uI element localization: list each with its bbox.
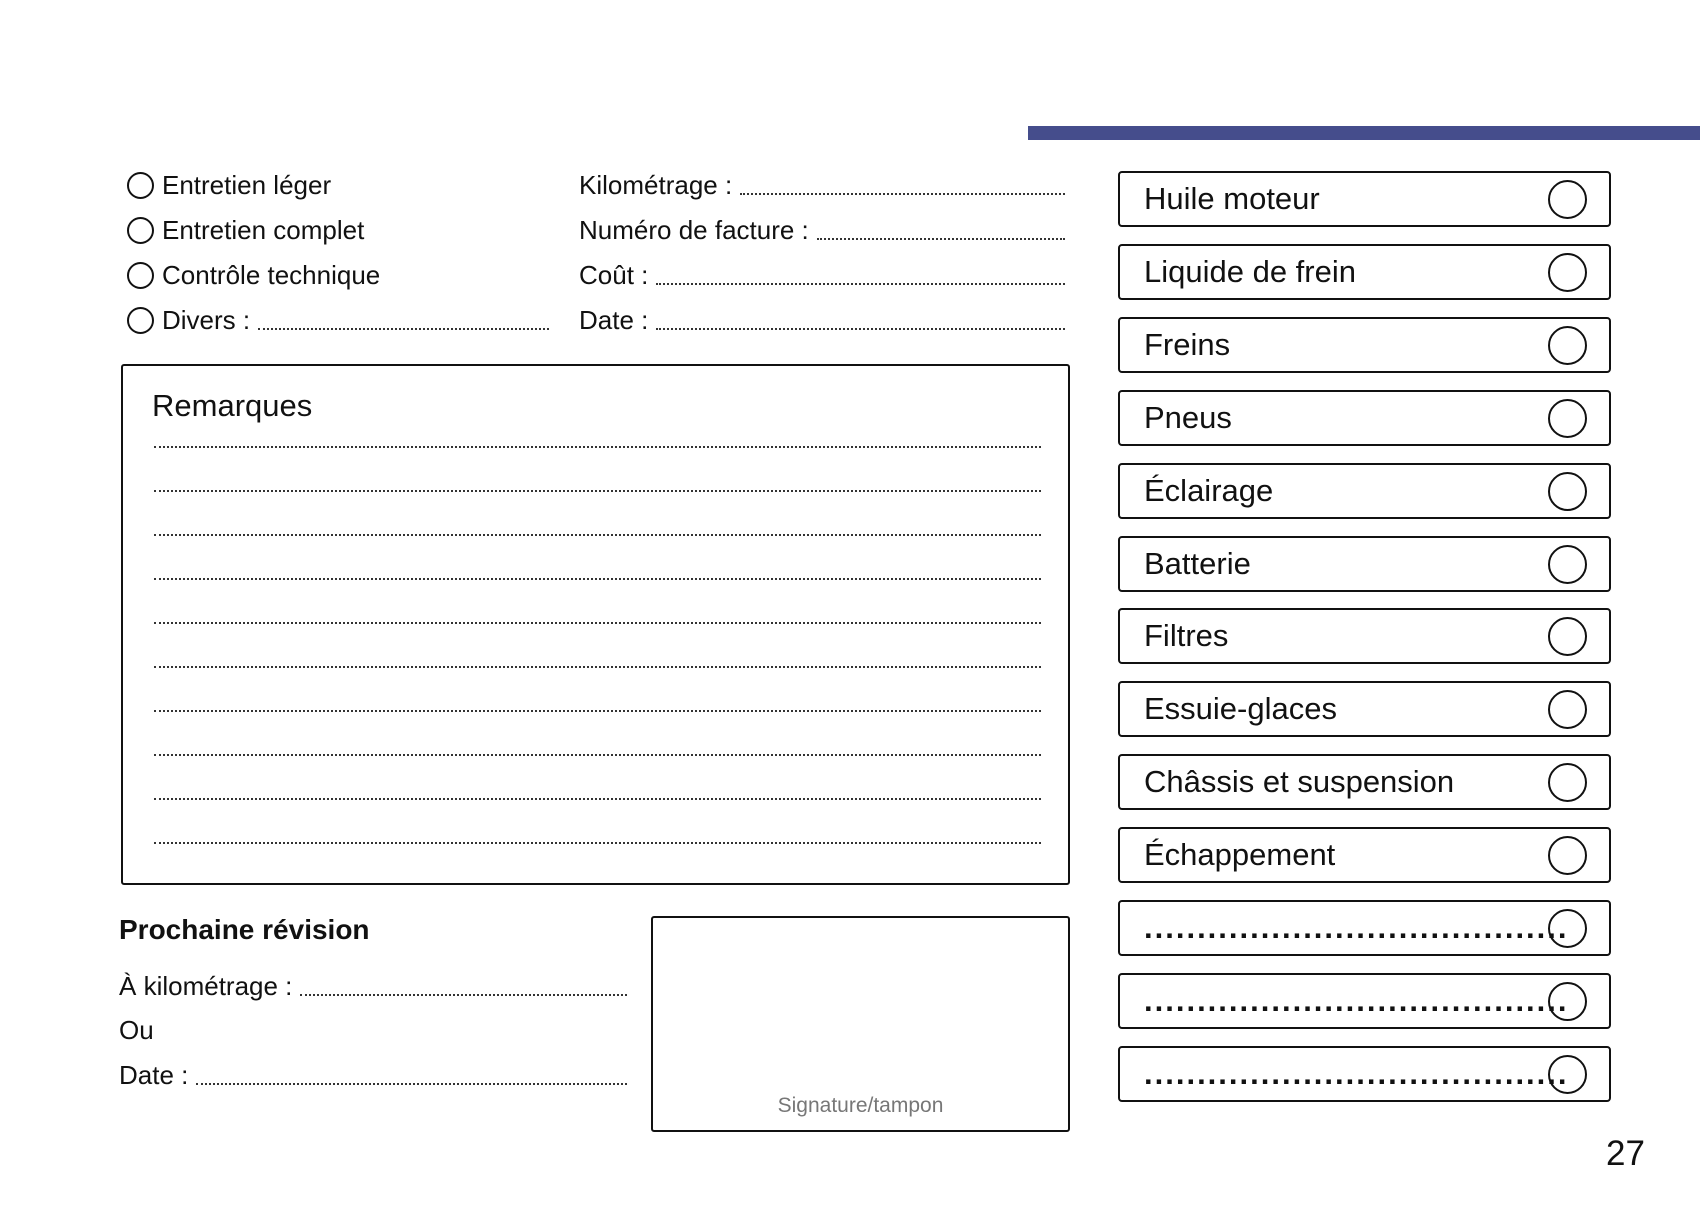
check-circle-icon[interactable] (1548, 617, 1587, 657)
check-circle-icon[interactable] (1548, 325, 1587, 365)
check-circle-icon[interactable] (1548, 690, 1587, 730)
remarks-line (154, 446, 1041, 448)
signature-label: Signature/tampon (777, 1094, 944, 1117)
remarks-title: Remarques (152, 388, 313, 423)
service-type-option[interactable]: Divers : (127, 304, 549, 336)
remarks-line (154, 534, 1041, 536)
option-label: Entretien complet (162, 215, 365, 245)
signature-box[interactable]: Signature/tampon (651, 916, 1070, 1132)
dotted-fill-line (656, 328, 1065, 330)
next-km-label: À kilométrage : (119, 971, 293, 1001)
checklist-item[interactable]: Huile moteur (1118, 171, 1611, 227)
dotted-fill-line (816, 238, 1065, 240)
remarks-line (154, 710, 1041, 712)
next-service-title: Prochaine révision (119, 914, 370, 945)
checklist-item[interactable]: Liquide de frein (1118, 243, 1611, 300)
radio-circle-icon[interactable] (127, 261, 154, 289)
check-circle-icon[interactable] (1548, 836, 1587, 876)
check-circle-icon[interactable] (1548, 1054, 1587, 1094)
option-label: Divers : (162, 305, 251, 335)
checklist-label: Châssis et suspension (1144, 764, 1455, 800)
service-type-option[interactable]: Entretien complet (127, 214, 364, 246)
or-label: Ou (119, 1015, 154, 1045)
checklist-item[interactable]: ........................................ (1118, 972, 1611, 1029)
checklist-label: Filtres (1144, 618, 1229, 654)
checklist-label: ........................................ (1144, 1055, 1569, 1091)
radio-circle-icon[interactable] (127, 171, 154, 199)
checklist-item[interactable]: Filtres (1118, 608, 1611, 665)
checklist-item[interactable]: Batterie (1118, 535, 1611, 592)
checklist-item[interactable]: Châssis et suspension (1118, 754, 1611, 811)
dotted-fill-line (258, 328, 549, 330)
checklist-item[interactable]: Pneus (1118, 389, 1611, 446)
check-circle-icon[interactable] (1548, 252, 1587, 292)
checklist-label: Essuie-glaces (1144, 691, 1337, 727)
dotted-fill-line (196, 1083, 627, 1085)
check-circle-icon[interactable] (1548, 544, 1587, 584)
remarks-line (154, 842, 1041, 844)
checklist-label: Huile moteur (1144, 181, 1320, 216)
service-type-option[interactable]: Entretien léger (127, 169, 331, 201)
checklist-item[interactable]: Essuie-glaces (1118, 681, 1611, 738)
checklist-label: Batterie (1144, 545, 1251, 581)
option-label: Entretien léger (162, 170, 332, 200)
dotted-fill-line (300, 994, 627, 996)
check-circle-icon[interactable] (1548, 180, 1587, 219)
check-circle-icon[interactable] (1548, 398, 1587, 438)
remarks-line (154, 622, 1041, 624)
checklist-item[interactable]: Freins (1118, 316, 1611, 373)
page-number: 27 (1606, 1134, 1645, 1173)
remarks-line (154, 578, 1041, 580)
form-field[interactable]: Kilométrage : (579, 169, 1065, 201)
form-field[interactable]: Date : (579, 304, 1065, 336)
field-label: Date : (579, 305, 649, 335)
checklist-label: Éclairage (1144, 472, 1274, 508)
radio-circle-icon[interactable] (127, 306, 154, 334)
checklist-label: ........................................ (1144, 910, 1569, 945)
checklist-item[interactable]: ........................................ (1118, 900, 1611, 956)
check-circle-icon[interactable] (1548, 763, 1587, 803)
service-type-option[interactable]: Contrôle technique (127, 259, 380, 291)
header-accent-bar (1028, 126, 1700, 140)
form-field[interactable]: Coût : (579, 259, 1065, 291)
checklist-label: ........................................ (1144, 982, 1569, 1018)
check-circle-icon[interactable] (1548, 981, 1587, 1021)
next-service-date-field[interactable]: Date : (119, 1059, 627, 1091)
check-circle-icon[interactable] (1548, 471, 1587, 511)
field-label: Coût : (579, 260, 649, 290)
remarks-line (154, 754, 1041, 756)
next-date-label: Date : (119, 1060, 189, 1090)
remarks-line (154, 798, 1041, 800)
option-label: Contrôle technique (162, 260, 381, 290)
checklist-item[interactable]: ........................................ (1118, 1045, 1611, 1102)
next-service-or: Ou (119, 1014, 154, 1046)
checklist-label: Freins (1144, 326, 1231, 362)
radio-circle-icon[interactable] (127, 216, 154, 244)
next-service-km-field[interactable]: À kilométrage : (119, 970, 627, 1002)
dotted-fill-line (656, 283, 1065, 285)
field-label: Kilométrage : (579, 170, 733, 200)
form-field[interactable]: Numéro de facture : (579, 214, 1065, 246)
remarks-line (154, 666, 1041, 668)
check-circle-icon[interactable] (1548, 909, 1587, 948)
remarks-box[interactable]: Remarques (121, 364, 1070, 885)
dotted-fill-line (740, 193, 1065, 195)
checklist-item[interactable]: Échappement (1118, 827, 1611, 884)
field-label: Numéro de facture : (579, 215, 809, 245)
checklist-label: Échappement (1144, 837, 1336, 873)
checklist-label: Liquide de frein (1144, 253, 1356, 289)
remarks-line (154, 490, 1041, 492)
checklist-label: Pneus (1144, 399, 1232, 435)
checklist-item[interactable]: Éclairage (1118, 462, 1611, 519)
